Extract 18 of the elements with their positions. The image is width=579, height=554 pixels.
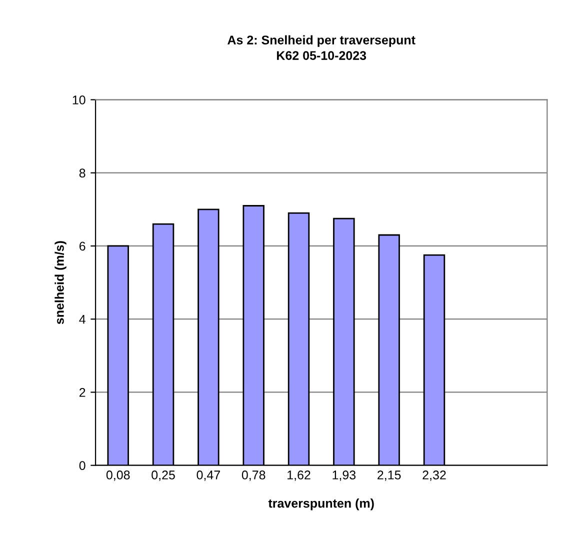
y-tick-label: 2 xyxy=(79,388,86,397)
x-tick-label: 0,47 xyxy=(196,470,220,481)
x-tick-label: 1,93 xyxy=(332,470,356,481)
y-axis-title: snelheid (m/s) xyxy=(54,241,66,324)
y-tick-label: 10 xyxy=(72,96,86,104)
x-tick-label: 2,32 xyxy=(422,470,446,481)
chart-subtitle: K62 05-10-2023 xyxy=(277,51,366,60)
x-tick-label: 0,25 xyxy=(152,470,175,481)
x-tick-label: 0,78 xyxy=(242,470,266,481)
x-tick-label: 1,62 xyxy=(288,470,310,481)
y-tick-label: 6 xyxy=(79,242,86,251)
y-tick-label: 0 xyxy=(79,461,86,470)
y-tick-label: 8 xyxy=(79,168,86,178)
chart-title: As 2: Snelheid per traversepunt xyxy=(228,35,416,47)
x-tick-label: 0,08 xyxy=(106,470,130,481)
y-tick-label: 4 xyxy=(79,315,86,324)
x-axis-title: traverspunten (m) xyxy=(268,498,374,510)
x-tick-label: 2,15 xyxy=(378,470,401,481)
